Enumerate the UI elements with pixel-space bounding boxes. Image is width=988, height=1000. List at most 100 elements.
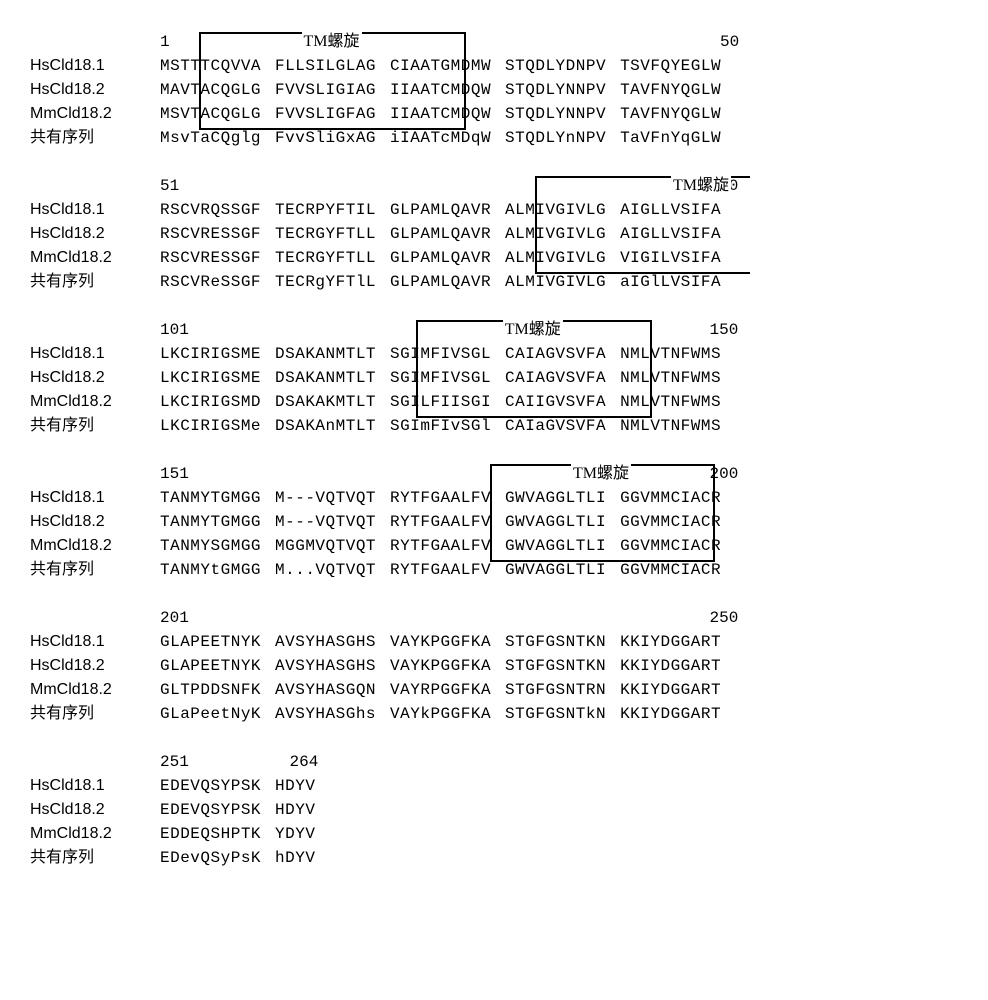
tm-helix-label: TM螺旋 xyxy=(302,30,362,54)
sequence-row: 共有序列LKCIRIGSMeDSAKAnMTLTSGImFIvSGlCAIaGV… xyxy=(30,414,958,438)
sequence-group: MGGMVQTVQT xyxy=(275,534,376,558)
sequence-group: VAYKPGGFKA xyxy=(390,654,491,678)
alignment-block: 151200TM螺旋HsCld18.1TANMYTGMGGM---VQTVQTR… xyxy=(30,462,958,582)
sequence-row: MmCld18.2LKCIRIGSMDDSAKAKMTLTSGILFIISGIC… xyxy=(30,390,958,414)
sequence-group: GWVAGGLTLI xyxy=(505,486,606,510)
ruler-start: 51 xyxy=(160,174,179,198)
sequence-row: HsCld18.2MAVTACQGLGFVVSLIGIAGIIAATCMDQWS… xyxy=(30,78,958,102)
sequence-group: VIGILVSIFA xyxy=(620,246,721,270)
sequence-row: MmCld18.2TANMYSGMGGMGGMVQTVQTRYTFGAALFVG… xyxy=(30,534,958,558)
sequence-group: KKIYDGGART xyxy=(620,702,721,726)
sequence-group: STGFGSNTkN xyxy=(505,702,606,726)
tm-helix-label: TM螺旋 xyxy=(671,174,731,198)
sequence-group: M...VQTVQT xyxy=(275,558,376,582)
sequence-group: VAYkPGGFKA xyxy=(390,702,491,726)
sequence-row: HsCld18.2RSCVRESSGFTECRGYFTLLGLPAMLQAVRA… xyxy=(30,222,958,246)
sequence-row: HsCld18.1MSTTTCQVVAFLLSILGLAGCIAATGMDMWS… xyxy=(30,54,958,78)
sequence-label: HsCld18.2 xyxy=(30,366,160,390)
sequence-group: KKIYDGGART xyxy=(620,654,721,678)
sequence-group: FVVSLIGIAG xyxy=(275,78,376,102)
sequence-group: HDYV xyxy=(275,798,315,822)
sequence-group: GLPAMLQAVR xyxy=(390,198,491,222)
sequence-label: HsCld18.2 xyxy=(30,654,160,678)
sequence-group: STQDLYDNPV xyxy=(505,54,606,78)
sequence-group: CAIIGVSVFA xyxy=(505,390,606,414)
ruler-end: 200 xyxy=(710,462,739,486)
sequence-row: 共有序列TANMYtGMGGM...VQTVQTRYTFGAALFVGWVAGG… xyxy=(30,558,958,582)
sequence-group: GLAPEETNYK xyxy=(160,630,261,654)
ruler-row: 101150 xyxy=(30,318,958,342)
sequence-group: LKCIRIGSMe xyxy=(160,414,261,438)
sequence-label: MmCld18.2 xyxy=(30,246,160,270)
alignment-block: 51100TM螺旋HsCld18.1RSCVRQSSGFTECRPYFTILGL… xyxy=(30,174,958,294)
sequence-row: HsCld18.1RSCVRQSSGFTECRPYFTILGLPAMLQAVRA… xyxy=(30,198,958,222)
sequence-group: TANMYtGMGG xyxy=(160,558,261,582)
sequence-label: 共有序列 xyxy=(30,702,160,726)
sequence-group: VAYKPGGFKA xyxy=(390,630,491,654)
sequence-row: 共有序列RSCVReSSGFTECRgYFTlLGLPAMLQAVRALMIVG… xyxy=(30,270,958,294)
sequence-group: TSVFQYEGLW xyxy=(620,54,721,78)
sequence-group: RSCVReSSGF xyxy=(160,270,261,294)
sequence-row: HsCld18.2TANMYTGMGG M---VQTVQT RYTFGAALFV G… xyxy=(30,510,958,534)
sequence-row: MmCld18.2MSVTACQGLGFVVSLIGFAGIIAATCMDQWS… xyxy=(30,102,958,126)
sequence-group: EDEVQSYPSK xyxy=(160,774,261,798)
sequence-group: DSAKANMTLT xyxy=(275,366,376,390)
sequence-group: FVVSLIGFAG xyxy=(275,102,376,126)
sequence-group: TANMYTGMGG xyxy=(160,510,261,534)
sequence-group: TECRGYFTLL xyxy=(275,222,376,246)
sequence-group: EDevQSyPsK xyxy=(160,846,261,870)
sequence-label: HsCld18.2 xyxy=(30,510,160,534)
ruler-row: 1 50 xyxy=(30,30,958,54)
sequence-row: MmCld18.2EDDEQSHPTKYDYV xyxy=(30,822,958,846)
sequence-group: GLAPEETNYK xyxy=(160,654,261,678)
sequence-group: AVSYHASGQN xyxy=(275,678,376,702)
sequence-group: NMLVTNFWMS xyxy=(620,342,721,366)
sequence-label: HsCld18.1 xyxy=(30,630,160,654)
alignment-block: 201250HsCld18.1GLAPEETNYK AVSYHASGHS VAYKP… xyxy=(30,606,958,726)
sequence-group: IIAATCMDQW xyxy=(390,78,491,102)
alignment-block: 251264HsCld18.1EDEVQSYPSKHDYVHsCld18.2ED… xyxy=(30,750,958,870)
sequence-label: 共有序列 xyxy=(30,270,160,294)
sequence-row: MmCld18.2RSCVRESSGFTECRGYFTLLGLPAMLQAVRA… xyxy=(30,246,958,270)
sequence-group: DSAKANMTLT xyxy=(275,342,376,366)
sequence-group: ALMIVGIVLG xyxy=(505,270,606,294)
sequence-group: MsvTaCQglg xyxy=(160,126,261,150)
sequence-group: STQDLYnNPV xyxy=(505,126,606,150)
sequence-group: RYTFGAALFV xyxy=(390,486,491,510)
sequence-group: TECRgYFTlL xyxy=(275,270,376,294)
sequence-group: M---VQTVQT xyxy=(275,510,376,534)
ruler-row: 51100 xyxy=(30,174,958,198)
sequence-group: AVSYHASGHS xyxy=(275,630,376,654)
sequence-label: HsCld18.2 xyxy=(30,798,160,822)
sequence-group: DSAKAKMTLT xyxy=(275,390,376,414)
sequence-label: HsCld18.2 xyxy=(30,222,160,246)
sequence-group: TECRGYFTLL xyxy=(275,246,376,270)
sequence-row: MmCld18.2GLTPDDSNFKAVSYHASGQNVAYRPGGFKAS… xyxy=(30,678,958,702)
sequence-group: RSCVRESSGF xyxy=(160,246,261,270)
sequence-row: HsCld18.2EDEVQSYPSK HDYV xyxy=(30,798,958,822)
sequence-alignment: 150TM螺旋HsCld18.1MSTTTCQVVAFLLSILGLAGCIAA… xyxy=(30,30,958,870)
sequence-row: HsCld18.1GLAPEETNYKAVSYHASGHSVAYKPGGFKAS… xyxy=(30,630,958,654)
ruler-end: 50 xyxy=(720,30,739,54)
sequence-group: RSCVRESSGF xyxy=(160,222,261,246)
ruler-start: 1 xyxy=(160,30,170,54)
sequence-group: MAVTACQGLG xyxy=(160,78,261,102)
sequence-group: HDYV xyxy=(275,774,315,798)
sequence-group: EDEVQSYPSK xyxy=(160,798,261,822)
sequence-group: NMLVTNFWMS xyxy=(620,414,721,438)
sequence-group: NMLVTNFWMS xyxy=(620,390,721,414)
sequence-group: STGFGSNTRN xyxy=(505,678,606,702)
sequence-group: RYTFGAALFV xyxy=(390,510,491,534)
ruler-row: 201250 xyxy=(30,606,958,630)
sequence-group: KKIYDGGART xyxy=(620,630,721,654)
sequence-label: HsCld18.2 xyxy=(30,78,160,102)
sequence-group: GWVAGGLTLI xyxy=(505,534,606,558)
sequence-group: GLTPDDSNFK xyxy=(160,678,261,702)
sequence-group: iIAATcMDqW xyxy=(390,126,491,150)
sequence-group: hDYV xyxy=(275,846,315,870)
sequence-label: MmCld18.2 xyxy=(30,822,160,846)
sequence-group: GWVAGGLTLI xyxy=(505,510,606,534)
sequence-group: M---VQTVQT xyxy=(275,486,376,510)
sequence-group: MSVTACQGLG xyxy=(160,102,261,126)
sequence-label: MmCld18.2 xyxy=(30,102,160,126)
